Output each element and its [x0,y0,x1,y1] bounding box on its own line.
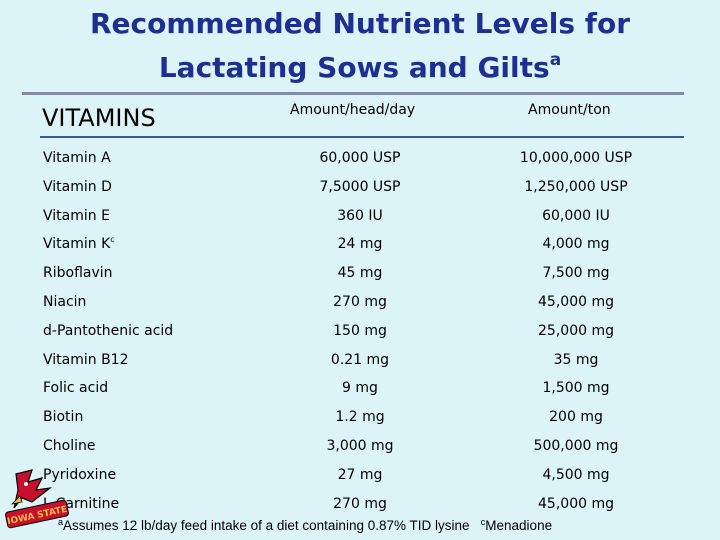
nutrient-name: Vitamin B12 [43,352,129,368]
table-row: Vitamin A 60,000 USP 10,000,000 USP [0,148,720,176]
amount-per-ton: 60,000 IU [542,208,610,224]
amount-per-head: 45 mg [337,265,383,281]
footnote-c-mark: c [480,517,486,527]
nutrient-name: d-Pantothenic acid [43,323,174,339]
table-row: Choline 3,000 mg 500,000 mg [0,436,720,464]
amount-per-head: 360 IU [337,208,383,224]
amount-per-ton: 45,000 mg [538,496,614,512]
nutrient-name: Choline [43,438,96,454]
table-row: Vitamin E 360 IU 60,000 IU [0,206,720,234]
amount-per-ton: 500,000 mg [533,438,619,454]
nutrient-name: Niacin [43,294,87,310]
amount-per-head: 60,000 USP [319,150,401,166]
nutrient-name: Vitamin A [43,150,111,166]
nutrient-name: Vitamin D [43,179,112,195]
amount-per-ton: 1,500 mg [542,380,610,396]
amount-per-head: 3,000 mg [326,438,394,454]
amount-per-ton: 4,500 mg [542,467,610,483]
cyclone-mascot-icon: IOWA STATE [5,469,69,529]
title-line-2-text: Lactating Sows and Gilts [158,51,550,84]
amount-per-ton: 35 mg [553,352,599,368]
table-row: Vitamin D 7,5000 USP 1,250,000 USP [0,177,720,205]
footnote-a-mark: a [58,517,64,527]
header-divider [40,136,684,138]
title-line-2: Lactating Sows and Giltsa [0,46,720,90]
table-row: Folic acid 9 mg 1,500 mg [0,378,720,406]
title-line-1: Recommended Nutrient Levels for [89,7,630,40]
nutrient-name: Biotin [43,409,84,425]
page-title: Recommended Nutrient Levels for Lactatin… [0,2,720,90]
nutrient-name: Folic acid [43,380,109,396]
table-row: Biotin 1.2 mg 200 mg [0,407,720,435]
amount-per-ton: 200 mg [549,409,603,425]
table-row: Niacin 270 mg 45,000 mg [0,292,720,320]
nutrient-name: Riboflavin [43,265,113,281]
amount-per-head: 9 mg [342,380,378,396]
table-row: Pyridoxine 27 mg 4,500 mg [0,465,720,493]
amount-per-head: 270 mg [333,294,387,310]
table-row: Vitamin Kc 24 mg 4,000 mg [0,234,720,262]
table-row: L-Carnitine 270 mg 45,000 mg [0,494,720,522]
nutrient-name: Pyridoxine [43,467,117,483]
amount-per-head: 27 mg [337,467,383,483]
column-header-vitamins: VITAMINS [42,104,156,132]
amount-per-head: 150 mg [333,323,387,339]
column-header-amount-per-head: Amount/head/day [290,102,416,118]
title-footnote-mark: a [549,50,562,70]
nutrient-name: Vitamin E [43,208,110,224]
amount-per-head: 24 mg [337,236,383,252]
nutrient-name: Vitamin Kc [43,235,115,253]
footnote: aAssumes 12 lb/day feed intake of a diet… [58,517,553,534]
amount-per-ton: 4,000 mg [542,236,610,252]
amount-per-ton: 1,250,000 USP [524,179,628,195]
amount-per-head: 1.2 mg [335,409,385,425]
amount-per-head: 0.21 mg [330,352,390,368]
amount-per-ton: 7,500 mg [542,265,610,281]
footnote-a-text: Assumes 12 lb/day feed intake of a diet … [63,518,470,533]
amount-per-head: 7,5000 USP [319,179,401,195]
top-divider [22,92,684,95]
amount-per-ton: 25,000 mg [538,323,614,339]
table-row: Riboflavin 45 mg 7,500 mg [0,263,720,291]
table-row: d-Pantothenic acid 150 mg 25,000 mg [0,321,720,349]
table-row: Vitamin B12 0.21 mg 35 mg [0,350,720,378]
amount-per-ton: 45,000 mg [538,294,614,310]
footnote-c-text: Menadione [485,518,553,533]
amount-per-ton: 10,000,000 USP [519,150,633,166]
column-header-amount-per-ton: Amount/ton [528,102,611,118]
amount-per-head: 270 mg [333,496,387,512]
